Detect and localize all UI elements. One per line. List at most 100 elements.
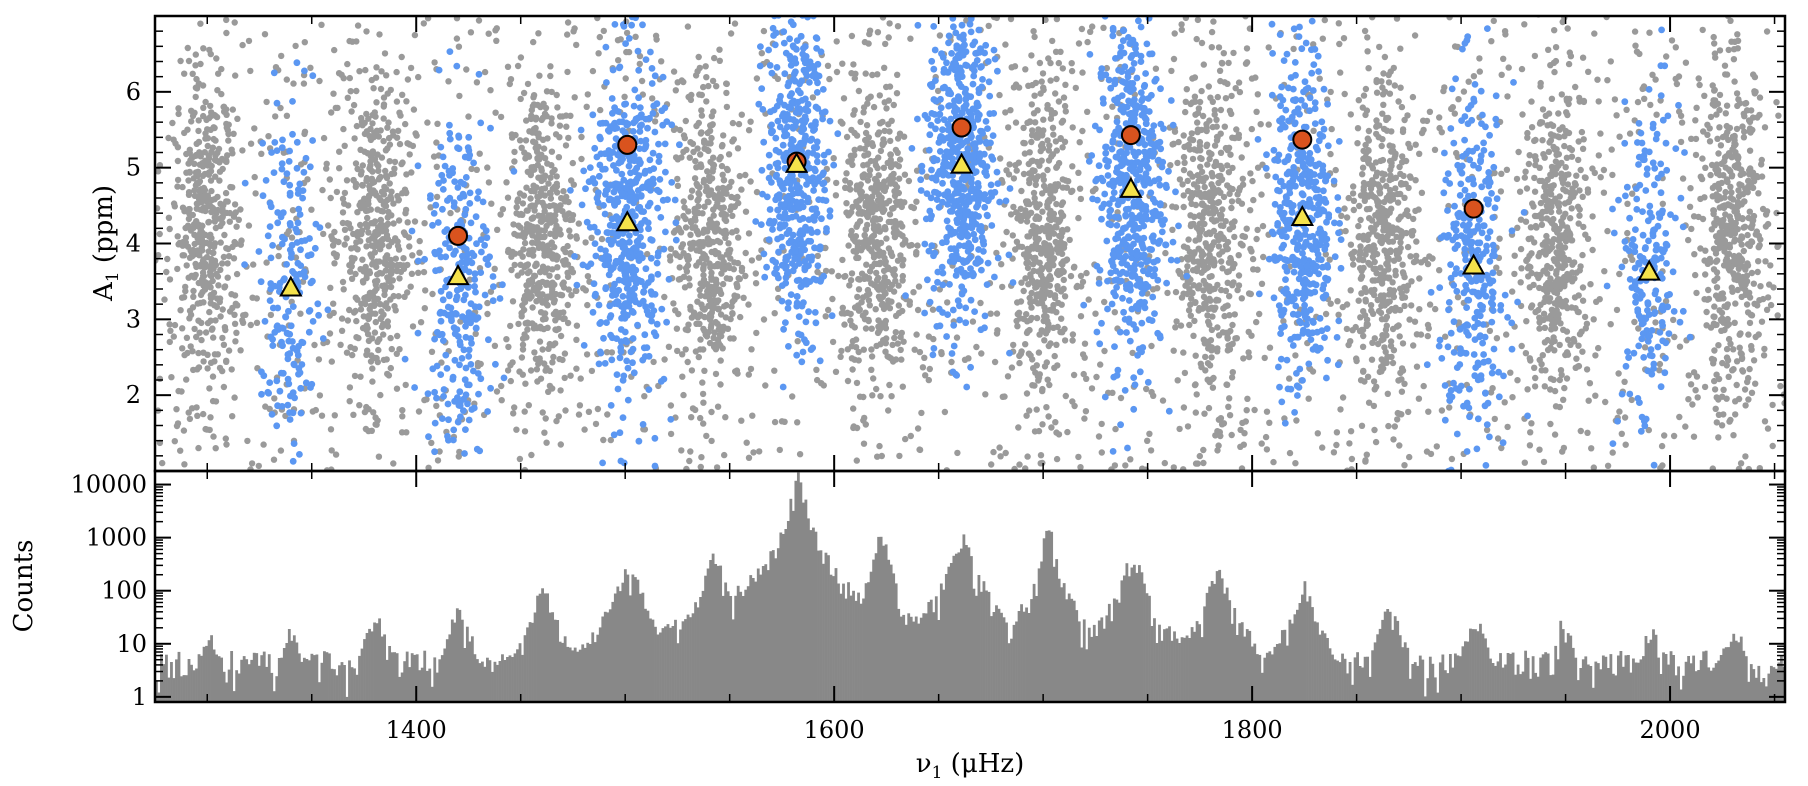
background-point bbox=[369, 120, 376, 127]
background-point bbox=[362, 425, 370, 433]
background-point bbox=[1701, 92, 1708, 100]
background-point bbox=[1039, 70, 1047, 77]
background-point bbox=[1200, 446, 1207, 454]
background-point bbox=[1079, 351, 1087, 358]
background-point bbox=[411, 31, 419, 39]
background-point bbox=[1208, 44, 1216, 51]
background-point bbox=[696, 191, 703, 198]
background-point bbox=[850, 111, 857, 118]
background-point bbox=[835, 272, 842, 280]
background-point bbox=[178, 388, 185, 395]
background-point bbox=[747, 178, 754, 185]
background-point bbox=[1347, 287, 1354, 294]
background-point bbox=[1222, 287, 1230, 294]
background-point bbox=[402, 210, 409, 217]
background-point bbox=[1365, 399, 1373, 406]
background-point bbox=[697, 336, 704, 343]
background-point bbox=[415, 408, 423, 415]
background-point bbox=[202, 329, 210, 336]
background-point bbox=[1220, 193, 1228, 201]
background-point bbox=[185, 191, 193, 198]
background-point bbox=[1579, 54, 1587, 61]
background-point bbox=[1192, 299, 1199, 306]
background-point bbox=[894, 23, 902, 30]
background-point bbox=[923, 173, 931, 180]
background-point bbox=[794, 338, 801, 345]
background-point bbox=[384, 305, 391, 312]
background-point bbox=[359, 162, 366, 169]
background-point bbox=[530, 38, 537, 46]
background-point bbox=[1460, 88, 1468, 95]
background-point bbox=[196, 487, 202, 493]
background-point bbox=[1558, 91, 1566, 98]
background-point bbox=[556, 122, 564, 129]
background-point bbox=[1040, 295, 1048, 302]
background-point bbox=[1377, 363, 1385, 371]
background-point bbox=[533, 234, 540, 241]
background-point bbox=[847, 186, 854, 193]
background-point bbox=[615, 57, 622, 64]
background-point bbox=[717, 357, 724, 364]
background-point bbox=[850, 235, 857, 243]
background-point bbox=[861, 38, 869, 46]
background-point bbox=[1059, 184, 1067, 191]
background-point bbox=[174, 233, 181, 240]
background-point bbox=[899, 307, 906, 315]
background-point bbox=[1068, 60, 1075, 67]
background-point bbox=[583, 351, 591, 358]
background-point bbox=[750, 449, 757, 456]
background-point bbox=[721, 451, 728, 459]
background-point bbox=[190, 293, 197, 300]
background-point bbox=[1232, 335, 1239, 342]
background-point bbox=[886, 20, 893, 27]
background-point bbox=[1194, 128, 1201, 136]
background-point bbox=[475, 17, 483, 24]
background-point bbox=[1014, 299, 1021, 306]
background-point bbox=[206, 308, 213, 316]
background-point bbox=[1266, 344, 1274, 351]
background-point bbox=[1775, 112, 1782, 119]
background-point bbox=[1711, 40, 1718, 47]
background-point bbox=[387, 334, 394, 342]
background-point bbox=[186, 210, 193, 217]
background-point bbox=[866, 302, 873, 309]
background-point bbox=[1337, 406, 1344, 413]
background-point bbox=[859, 172, 866, 179]
background-point bbox=[1196, 452, 1204, 460]
background-point bbox=[583, 103, 590, 111]
background-point bbox=[1264, 172, 1271, 179]
background-point bbox=[1046, 224, 1053, 231]
background-point bbox=[1327, 88, 1334, 96]
background-point bbox=[1067, 272, 1075, 280]
background-point bbox=[862, 136, 869, 144]
background-point bbox=[721, 266, 728, 273]
background-point bbox=[1631, 318, 1638, 326]
background-point bbox=[603, 349, 611, 356]
background-point bbox=[554, 264, 561, 271]
background-point bbox=[1507, 369, 1514, 376]
background-point bbox=[1378, 237, 1385, 244]
background-point bbox=[851, 146, 858, 153]
background-point bbox=[1180, 349, 1187, 356]
background-point bbox=[936, 32, 944, 39]
background-point bbox=[1023, 218, 1031, 225]
background-point bbox=[201, 286, 209, 293]
background-point bbox=[344, 220, 351, 227]
background-point bbox=[222, 189, 230, 197]
background-point bbox=[1763, 306, 1771, 313]
background-point bbox=[573, 287, 580, 294]
background-point bbox=[851, 129, 858, 137]
background-point bbox=[179, 252, 186, 259]
background-point bbox=[1497, 188, 1505, 195]
background-point bbox=[1360, 308, 1367, 315]
background-point bbox=[1613, 112, 1620, 119]
background-point bbox=[527, 171, 534, 179]
background-point bbox=[380, 115, 387, 122]
background-point bbox=[1066, 236, 1073, 244]
background-point bbox=[856, 393, 864, 400]
background-point bbox=[1049, 37, 1056, 45]
background-point bbox=[832, 192, 840, 199]
background-point bbox=[1378, 142, 1385, 150]
background-point bbox=[192, 51, 199, 58]
background-point bbox=[908, 241, 915, 249]
